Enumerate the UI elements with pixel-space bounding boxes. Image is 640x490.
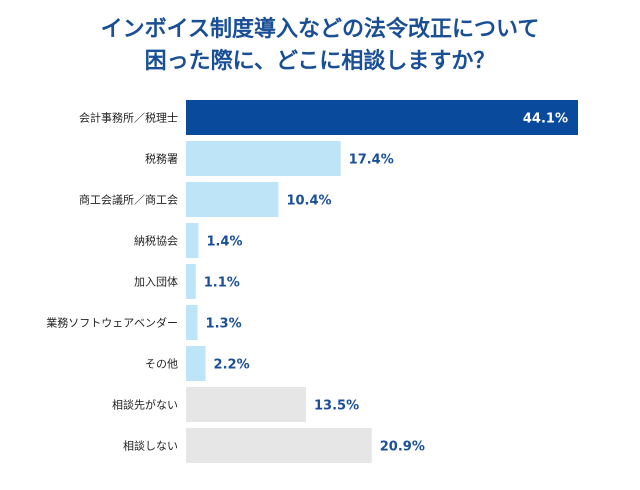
bar-4 xyxy=(186,223,199,258)
category-label-8: 相談先がない xyxy=(112,398,178,412)
bar-7 xyxy=(186,346,206,381)
value-label-3: 10.4% xyxy=(286,194,331,209)
chart-title: インボイス制度導入などの法令改正について 困った際に、どこに相談しますか？ xyxy=(0,14,640,78)
bar-5 xyxy=(186,264,196,299)
category-label-3: 商工会議所／商工会 xyxy=(79,193,178,207)
chart-title-line-2: 困った際に、どこに相談しますか？ xyxy=(144,49,496,74)
value-label-4: 1.4% xyxy=(206,235,242,250)
category-label-4: 納税協会 xyxy=(134,234,178,248)
bar-2 xyxy=(186,141,341,176)
value-label-7: 2.2% xyxy=(214,358,250,373)
value-label-8: 13.5% xyxy=(314,399,359,414)
value-label-2: 17.4% xyxy=(349,153,394,168)
category-label-6: 業務ソフトウェアベンダー xyxy=(46,316,178,330)
value-label-1: 44.1% xyxy=(523,112,568,127)
bar-3 xyxy=(186,182,279,217)
category-label-5: 加入団体 xyxy=(134,275,178,289)
value-label-9: 20.9% xyxy=(380,440,425,455)
bar-1 xyxy=(186,100,578,135)
category-label-1: 会計事務所／税理士 xyxy=(79,111,178,125)
bar-8 xyxy=(186,387,306,422)
category-label-9: 相談しない xyxy=(123,439,178,453)
value-label-5: 1.1% xyxy=(204,276,240,291)
category-label-7: その他 xyxy=(145,358,178,371)
chart-title-line-1: インボイス制度導入などの法令改正について xyxy=(100,17,540,42)
bar-6 xyxy=(186,305,198,340)
bar-9 xyxy=(186,428,372,463)
value-label-6: 1.3% xyxy=(206,317,242,332)
category-label-2: 税務署 xyxy=(145,152,178,166)
